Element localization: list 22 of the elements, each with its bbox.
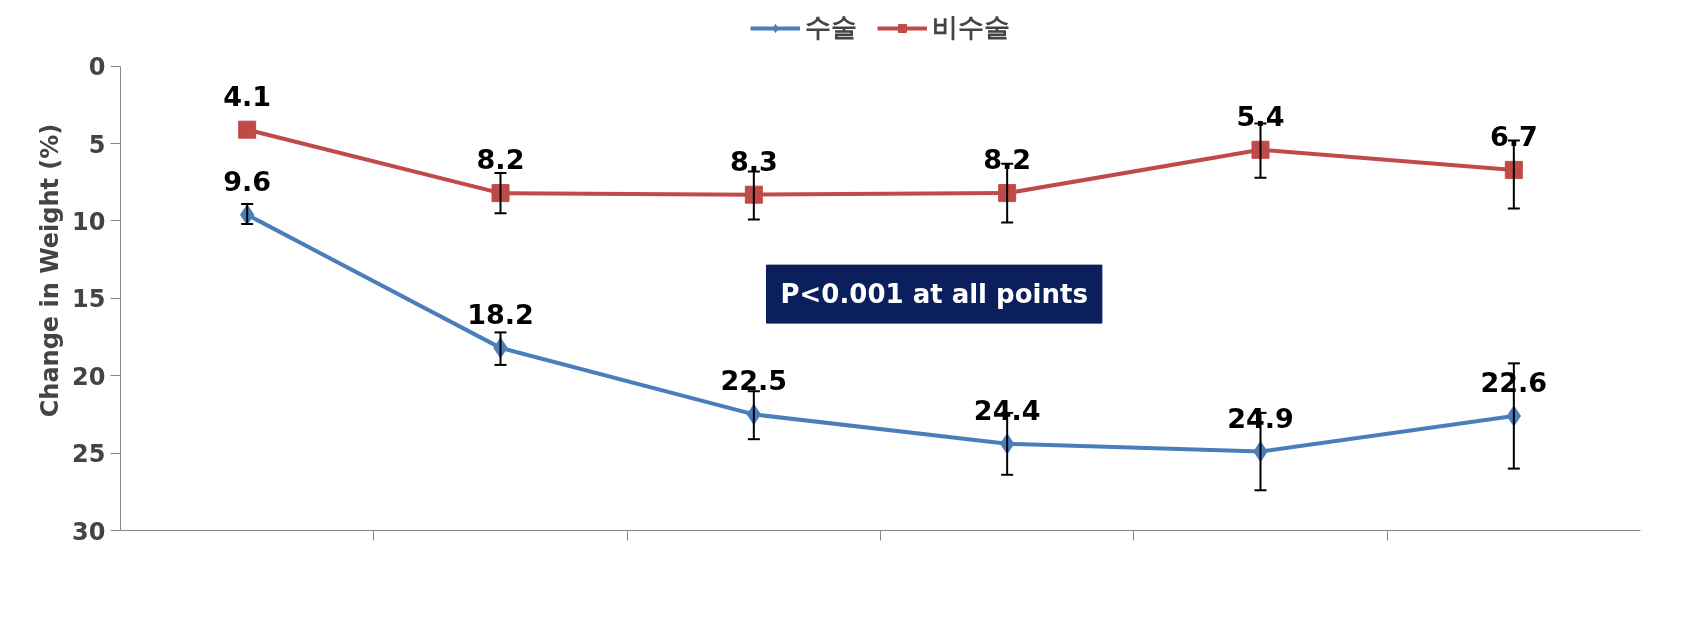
data-label: 8.2 xyxy=(983,144,1032,176)
point xyxy=(238,120,257,139)
data-label: 9.6 xyxy=(223,165,272,197)
data-label: 5.4 xyxy=(1236,100,1285,132)
legend-label: 수술 xyxy=(805,11,857,44)
data-label: 24.4 xyxy=(973,394,1041,426)
y-tick-label: 5 xyxy=(88,130,106,159)
legend-label: 비수술 xyxy=(932,11,1010,44)
annotation: P<0.001 at all points xyxy=(780,279,1088,310)
data-label: 6.7 xyxy=(1489,120,1538,152)
y-tick-label: 15 xyxy=(72,285,106,314)
y-tick-label: 25 xyxy=(72,440,106,469)
data-label: 8.2 xyxy=(476,144,525,176)
y-tick-label: 0 xyxy=(88,53,106,82)
data-label: 18.2 xyxy=(467,298,534,330)
y-tick-label: 10 xyxy=(72,207,106,236)
data-label: 8.3 xyxy=(729,145,778,177)
data-label: 4.1 xyxy=(223,80,272,112)
y-tick-label: 30 xyxy=(72,517,106,546)
data-label: 22.5 xyxy=(720,365,788,397)
y-axis-title: Change in Weight (%) xyxy=(36,123,65,418)
y-tick-label: 20 xyxy=(72,362,106,391)
